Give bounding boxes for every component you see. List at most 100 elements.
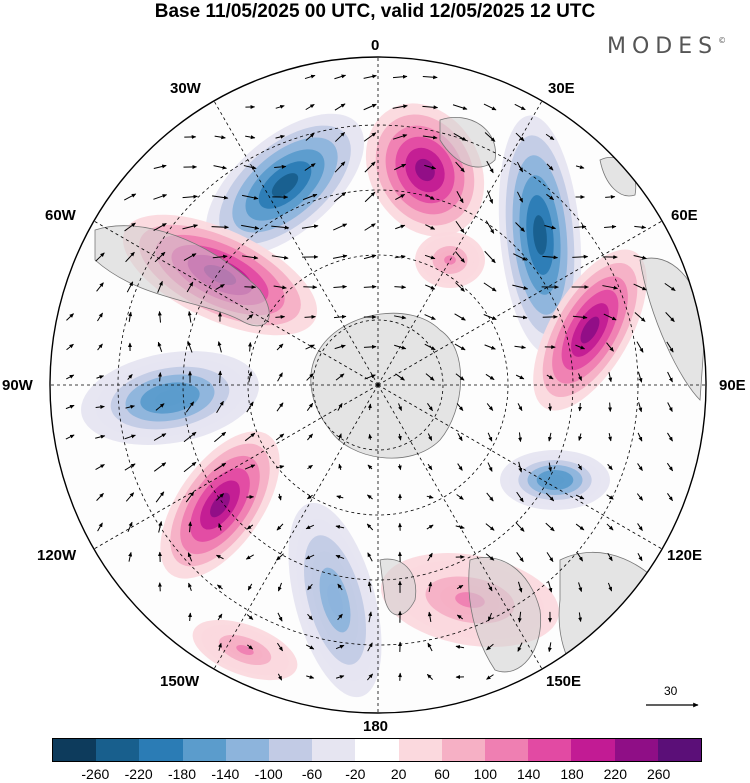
wind-vector (422, 135, 438, 140)
wind-vector (271, 255, 289, 260)
wind-vector (576, 552, 584, 562)
wind-vector (395, 373, 405, 381)
wind-vector (516, 191, 524, 203)
wind-vector (153, 194, 168, 200)
wind-vector (218, 370, 223, 384)
wind-vector (95, 464, 105, 470)
wind-vector (487, 462, 493, 472)
wind-vector (243, 165, 257, 170)
colorbar-swatch (269, 739, 313, 761)
wind-vector (273, 285, 287, 290)
wind-vector (96, 493, 104, 501)
wind-vector (638, 402, 643, 413)
wind-vector (512, 284, 529, 290)
colorbar-tick-label: 220 (603, 766, 628, 782)
wind-vector (277, 673, 283, 681)
wind-vector (124, 434, 136, 440)
wind-vector (305, 524, 315, 530)
wind-vector (367, 552, 373, 562)
wind-vector (422, 105, 439, 110)
wind-vector (306, 402, 314, 411)
wind-vector (364, 374, 376, 380)
wind-vector (276, 402, 284, 412)
wind-vector (514, 103, 526, 111)
wind-vector (126, 281, 134, 293)
wind-vector (276, 465, 285, 469)
wind-vector (637, 553, 643, 562)
wind-vector (367, 581, 372, 593)
wind-vector (125, 404, 135, 409)
wind-vector (452, 104, 468, 110)
wind-vector (456, 584, 464, 590)
wind-vector (608, 433, 612, 442)
wind-vector (306, 675, 315, 679)
wind-vector (603, 313, 617, 321)
wind-vector (303, 285, 318, 290)
wind-vector (456, 614, 464, 620)
wind-vector (305, 554, 315, 560)
colorbar-tick-label: -140 (211, 766, 240, 782)
wind-vector (335, 373, 345, 381)
meridian-line (377, 100, 543, 386)
wind-vector (305, 103, 315, 111)
wind-vector (65, 434, 75, 440)
wind-vector (363, 74, 377, 79)
wind-vector (95, 252, 105, 262)
wind-vector (667, 492, 673, 502)
wind-vector (305, 344, 315, 350)
lon-label-150w: 150W (160, 673, 200, 690)
anomaly-contour (271, 173, 299, 197)
wind-vector (427, 552, 433, 562)
wind-vector (213, 462, 227, 472)
wind-vector (246, 314, 254, 320)
wind-vector (455, 645, 465, 649)
wind-vector (211, 225, 229, 230)
wind-vector (398, 403, 402, 412)
wind-vector (245, 135, 256, 140)
wind-vector (514, 345, 526, 350)
anomaly-contour (210, 492, 230, 518)
wind-vector (363, 344, 377, 349)
wind-vector (335, 644, 345, 650)
wind-vector (427, 673, 433, 681)
wind-vector (486, 160, 494, 174)
wind-vector (153, 164, 167, 170)
wind-vector (578, 612, 583, 623)
wind-vector (456, 403, 464, 411)
wind-vector (213, 165, 227, 170)
wind-vector (97, 312, 103, 322)
wind-vector (96, 375, 104, 379)
wind-vector (394, 285, 407, 290)
wind-vector (575, 523, 585, 531)
wind-vector (546, 163, 554, 171)
wind-vector (637, 463, 643, 471)
wind-vector (606, 342, 614, 352)
wind-vector (517, 611, 522, 623)
wind-vector (394, 163, 407, 171)
wind-vector (212, 254, 228, 259)
wind-vector (515, 222, 525, 232)
wind-vector (427, 463, 433, 471)
wind-vector (364, 223, 376, 231)
wind-vector (128, 311, 133, 322)
land-mass (310, 312, 462, 459)
meridian-line (213, 100, 379, 386)
wind-vector (425, 194, 435, 200)
wind-vector (124, 193, 137, 201)
wind-vector (188, 521, 193, 533)
wind-vector (245, 554, 254, 560)
wind-vector (572, 315, 588, 320)
wind-vector (545, 492, 555, 502)
wind-vector (334, 344, 346, 350)
wind-vector (607, 552, 613, 562)
wind-vector (182, 224, 199, 230)
wind-vector (304, 74, 316, 80)
wind-vector (128, 551, 133, 562)
colorbar-swatch (96, 739, 140, 761)
lon-label-120e: 120E (667, 547, 703, 564)
wind-vector (277, 372, 283, 382)
wind-vector (518, 461, 523, 473)
wind-vector (363, 132, 377, 142)
wind-vector (602, 285, 619, 290)
wind-vector (518, 432, 523, 443)
